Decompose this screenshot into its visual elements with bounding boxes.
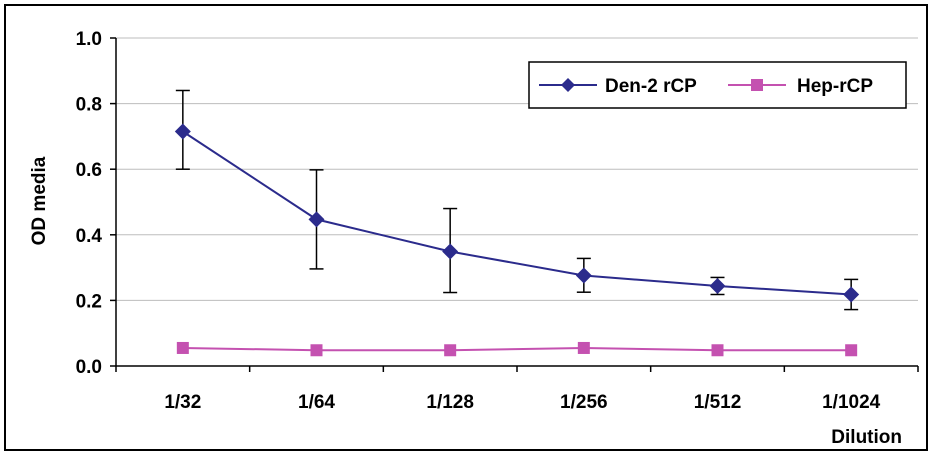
- legend-marker-hep: [751, 79, 763, 91]
- y-tick-label: 0.8: [76, 95, 102, 116]
- x-tick-label: 1/128: [426, 392, 474, 413]
- data-point: [176, 341, 189, 354]
- data-point: [310, 344, 323, 357]
- x-tick-label: 1/512: [694, 392, 742, 413]
- legend-label-hep: Hep-rCP: [797, 76, 873, 97]
- x-tick-label: 1/256: [560, 392, 608, 413]
- data-point: [308, 211, 325, 228]
- x-tick-label: 1/64: [298, 392, 335, 413]
- y-axis-title: OD media: [29, 156, 50, 245]
- data-point: [174, 123, 191, 140]
- y-tick-label: 0.6: [76, 160, 102, 181]
- series-0: [174, 89, 860, 311]
- y-tick-label: 0.2: [76, 291, 102, 312]
- legend: Den-2 rCP Hep-rCP: [528, 61, 907, 109]
- series-1: [176, 341, 858, 357]
- data-point: [709, 277, 726, 294]
- y-tick-labels: 0.0 0.2 0.4 0.6 0.8 1.0: [76, 29, 116, 378]
- legend-label-den: Den-2 rCP: [605, 76, 697, 97]
- x-tick-label: 1/32: [164, 392, 201, 413]
- data-point: [845, 344, 858, 357]
- gridlines: [116, 37, 918, 301]
- data-point: [843, 286, 860, 303]
- data-point: [444, 344, 457, 357]
- series-line: [182, 130, 852, 296]
- data-point: [442, 243, 459, 260]
- series: [174, 89, 860, 357]
- y-tick-label: 0.0: [76, 357, 102, 378]
- x-axis-title: Dilution: [831, 427, 902, 448]
- legend-marker-den: [561, 78, 575, 92]
- y-tick-label: 1.0: [76, 29, 102, 50]
- y-tick-label: 0.4: [76, 226, 103, 247]
- data-point: [577, 341, 590, 354]
- series-line: [182, 346, 852, 352]
- x-tick-label: 1/1024: [822, 392, 881, 413]
- data-point: [711, 344, 724, 357]
- x-tick-labels: 1/32 1/64 1/128 1/256 1/512 1/1024: [115, 366, 919, 413]
- data-point: [575, 267, 592, 284]
